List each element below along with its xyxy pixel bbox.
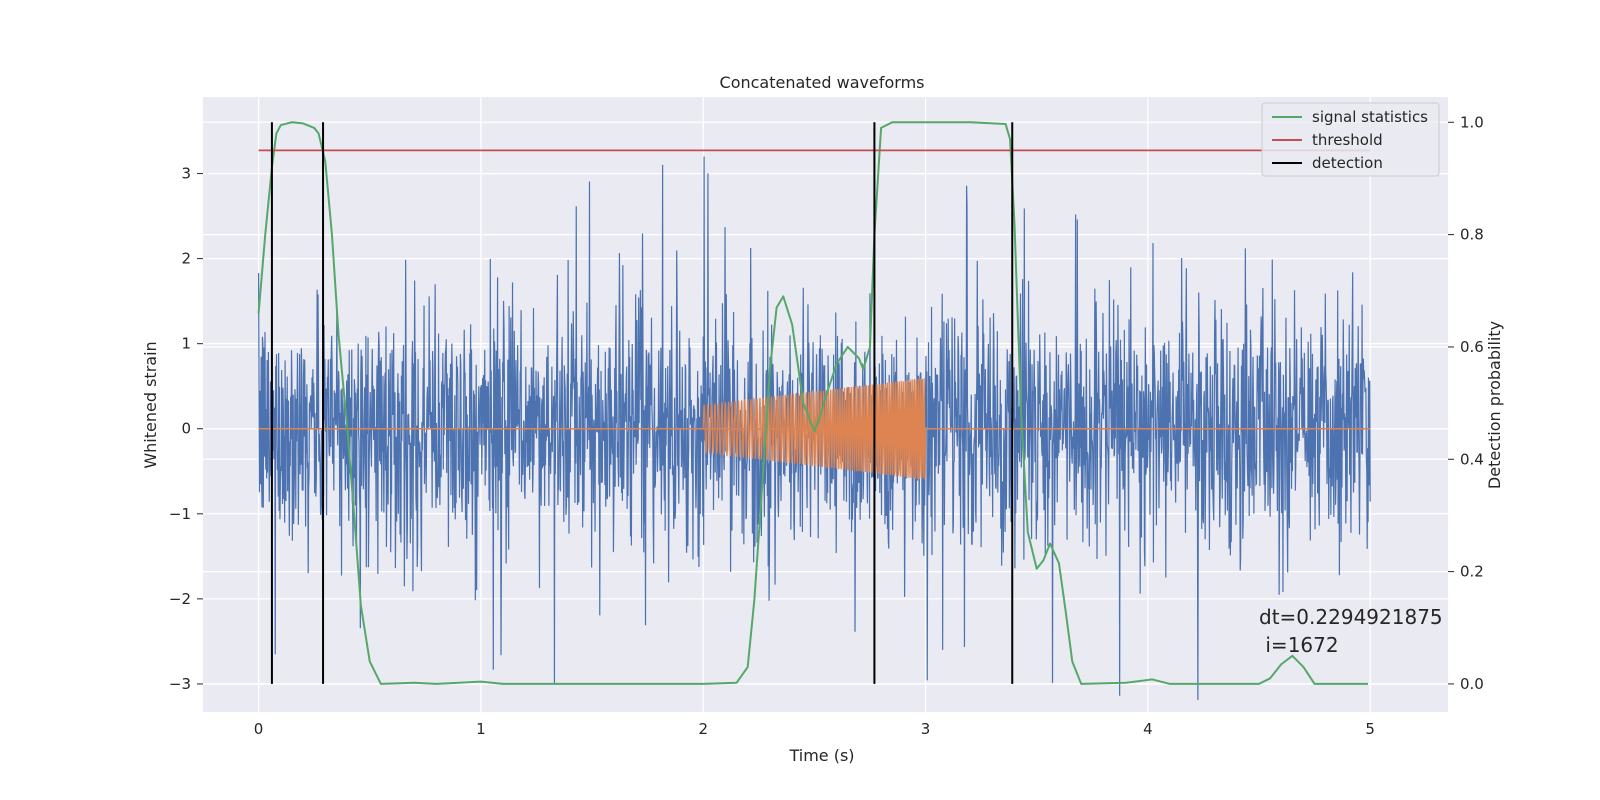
y-left-tick-label: 3 — [181, 165, 191, 183]
y-left-tick-label: −2 — [169, 590, 191, 608]
y-right-tick-label: 1.0 — [1460, 113, 1484, 131]
y-axis-left-label: Whitened strain — [141, 341, 160, 468]
y-axis-right-label: Detection probability — [1485, 321, 1504, 489]
signal-statistics-line — [257, 121, 1368, 685]
x-tick-label: 4 — [1143, 720, 1153, 738]
y-left-tick-label: 1 — [181, 335, 191, 353]
legend-label-detection: detection — [1312, 154, 1383, 172]
axis-ticks: 0 1 2 3 4 5 −3 −2 −1 0 1 2 3 0.0 0.2 0.4 0.6 0.8 1.0 — [169, 113, 1484, 738]
y-left-tick-label: 0 — [181, 420, 191, 438]
x-tick-label: 3 — [921, 720, 931, 738]
x-tick-label: 1 — [476, 720, 486, 738]
y-right-tick-label: 0.4 — [1460, 450, 1484, 468]
y-left-tick-label: −1 — [169, 505, 191, 523]
y-right-tick-label: 0.8 — [1460, 226, 1484, 244]
probability-series — [257, 121, 1371, 685]
x-axis-label: Time (s) — [788, 746, 854, 765]
annotation-dt: dt=0.2294921875 — [1259, 605, 1443, 629]
x-tick-label: 0 — [254, 720, 264, 738]
x-tick-label: 2 — [698, 720, 708, 738]
x-tick-label: 5 — [1365, 720, 1375, 738]
legend-box — [1261, 102, 1440, 177]
y-left-tick-label: −3 — [169, 675, 191, 693]
y-left-tick-label: 2 — [181, 250, 191, 268]
y-right-tick-label: 0.0 — [1460, 675, 1484, 693]
annotation: dt=0.2294921875 i=1672 — [1259, 605, 1443, 657]
legend-label-threshold: threshold — [1312, 131, 1383, 149]
y-right-tick-label: 0.6 — [1460, 338, 1484, 356]
y-right-tick-label: 0.2 — [1460, 563, 1484, 581]
legend-label-signal-statistics: signal statistics — [1312, 108, 1428, 126]
legend: signal statistics threshold detection — [1261, 102, 1440, 177]
chart-title: Concatenated waveforms — [720, 73, 925, 92]
annotation-index: i=1672 — [1259, 633, 1339, 657]
